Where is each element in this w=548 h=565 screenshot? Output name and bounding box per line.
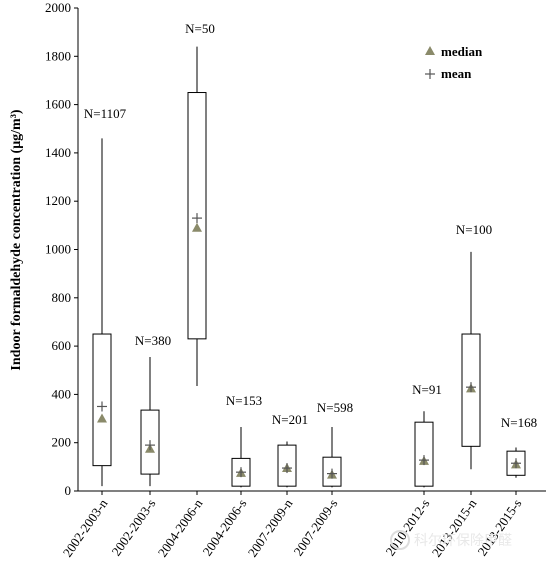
n-label: N=91	[412, 382, 442, 397]
y-tick-label: 1400	[45, 145, 71, 160]
axes: 0 200 400 600 800 1000 1200 1400 1600 1800 2000	[45, 0, 546, 498]
box-2007-2009-n	[277, 441, 297, 488]
watermark: 科尔环保除甲醛	[390, 530, 512, 550]
legend-median-marker	[425, 46, 435, 55]
n-label: N=50	[185, 21, 215, 36]
box-2010-2012-s	[414, 411, 434, 488]
x-tick-label: 2004-2006-n	[155, 496, 206, 560]
box-series	[92, 46, 526, 488]
y-tick-label: 0	[65, 483, 72, 498]
y-tick-label: 1200	[45, 193, 71, 208]
mean-marker	[145, 440, 155, 451]
y-axis-label: Indoor formaldehyde concentration (μg/m³…	[9, 109, 24, 370]
n-label: N=100	[456, 222, 492, 237]
y-tick-label: 200	[52, 435, 72, 450]
y-tick-label: 800	[52, 290, 72, 305]
mean-marker	[236, 467, 246, 478]
median-marker	[192, 222, 202, 232]
mean-marker	[192, 213, 202, 224]
mean-marker	[466, 382, 476, 393]
watermark-text: 科尔环保除甲醛	[414, 532, 512, 548]
x-tick-label: 2007-2009-s	[290, 496, 340, 558]
x-tick-label: 2002-2003-n	[60, 496, 111, 560]
x-tick-label: 2013-2015-n	[429, 496, 480, 560]
n-label: N=1107	[84, 106, 127, 121]
box-2013-2015-n	[461, 251, 481, 470]
y-tick-label: 400	[52, 386, 72, 401]
x-tick-label: 2007-2009-n	[245, 496, 296, 560]
n-label: N=153	[226, 393, 262, 408]
box-2007-2009-s	[322, 427, 342, 488]
mean-marker	[327, 468, 337, 479]
legend-mean-marker	[425, 69, 435, 79]
n-label: N=380	[135, 333, 171, 348]
mean-marker	[282, 463, 292, 474]
watermark-icon	[390, 530, 410, 550]
legend-median-label: median	[441, 44, 483, 59]
n-label: N=201	[272, 412, 308, 427]
x-tick-label: 2002-2003-s	[108, 496, 158, 558]
box-2013-2015-s	[506, 447, 526, 478]
legend-mean-label: mean	[441, 66, 472, 81]
x-tick-labels: 2002-2003-n2002-2003-s2004-2006-n2004-20…	[60, 491, 524, 560]
sample-size-labels: N=1107 N=380 N=50 N=153 N=201 N=598 N=91 N=100 N…	[84, 21, 537, 430]
x-tick-label: 2010-2012-s	[382, 496, 432, 558]
box-2002-2003-n	[92, 138, 112, 487]
y-tick-label: 600	[52, 338, 72, 353]
iqr-box	[414, 421, 434, 487]
y-tick-label: 1800	[45, 48, 71, 63]
y-tick-label: 1600	[45, 97, 71, 112]
mean-marker	[419, 455, 429, 466]
legend: median mean	[425, 44, 483, 81]
mean-marker	[511, 458, 521, 469]
median-marker	[97, 413, 107, 423]
box-2004-2006-n	[187, 46, 207, 386]
box-2002-2003-s	[140, 356, 160, 487]
y-tick-label: 1000	[45, 242, 71, 257]
iqr-box	[92, 333, 112, 467]
mean-marker	[97, 401, 107, 412]
n-label: N=598	[317, 400, 353, 415]
n-label: N=168	[501, 415, 537, 430]
x-tick-label: 2004-2006-s	[199, 496, 249, 558]
box-2004-2006-s	[231, 427, 251, 488]
x-tick-label: 2013-2015-s	[474, 496, 524, 558]
y-tick-label: 2000	[45, 0, 71, 15]
